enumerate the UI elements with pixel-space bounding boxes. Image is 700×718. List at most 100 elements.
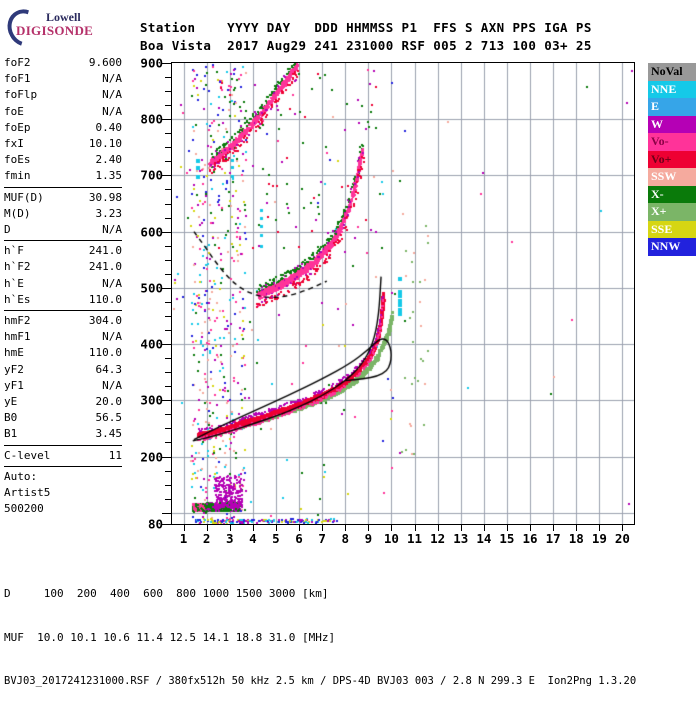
param-key: foFlp [4,88,38,102]
legend-item-nnw[interactable]: NNW [648,238,696,256]
param-value: N/A [102,223,122,237]
param-value: 241.0 [88,260,122,274]
y-tickmark [165,189,171,191]
y-tickmark [165,358,171,360]
y-tickmark [162,456,171,458]
logo-lowell-text: Lowell [46,10,81,24]
param-divider [4,444,122,446]
y-tickmark [165,414,171,416]
y-tickmark [165,470,171,472]
param-key: C-level [4,448,51,462]
param-key: MUF(D) [4,190,44,204]
param-key: yE [4,395,18,409]
param-value: 110.0 [88,292,122,306]
param-key: foE [4,104,24,118]
ionogram-plot[interactable] [171,62,635,525]
param-key: hmF1 [4,330,31,344]
param-value: 110.0 [88,346,122,360]
x-tick-label: 9 [364,531,373,546]
footer-info: D 100 200 400 600 800 1000 1500 3000 [km… [4,558,636,718]
x-tick-label: 1 [179,531,188,546]
x-tick-label: 11 [407,531,423,546]
x-tick-label: 12 [430,531,446,546]
param-key: foEs [4,153,31,167]
x-tickmark [460,525,462,531]
legend-item-ssw[interactable]: SSW [648,168,696,186]
y-tickmark [162,119,171,121]
y-tickmark [162,344,171,346]
legend-item-x-[interactable]: X- [648,185,696,203]
param-value: N/A [102,72,122,86]
parameter-panel: foF2 9.600 foF1 N/A foFlp N/A foE N/A foEp 0.40 fx… [4,55,122,517]
x-tick-label: 4 [249,531,257,546]
param-value: 2.40 [95,153,123,167]
legend-item-e[interactable]: E [648,98,696,116]
y-tickmark [162,400,171,402]
param-row: foEp 0.40 [4,120,122,136]
param-key: foF1 [4,72,31,86]
legend-item-sse[interactable]: SSE [648,220,696,238]
legend-item-vo-[interactable]: Vo+ [648,150,696,168]
x-tickmark [368,525,370,531]
x-tickmark [437,525,439,531]
legend-item-vo-[interactable]: Vo- [648,133,696,151]
param-key: yF1 [4,378,24,392]
x-tick-label: 20 [614,531,630,546]
param-row: M(D) 3.23 [4,206,122,222]
x-tickmark [252,525,254,531]
y-tick-label: 200 [140,449,163,465]
param-value: N/A [102,88,122,102]
y-tickmark [165,273,171,275]
param-row: hmE 110.0 [4,345,122,361]
param-key: fmin [4,169,31,183]
y-tick-label: 80 [147,516,163,532]
param-divider [4,240,122,242]
param-value: 3.45 [95,427,123,441]
y-tick-label: 900 [140,55,163,71]
legend-item-x-[interactable]: X+ [648,203,696,221]
legend-item-w[interactable]: W [648,115,696,133]
station-header-labels: Station YYYY DAY DDD HHMMSS P1 FFS S AXN… [140,20,592,35]
x-tick-label: 16 [522,531,538,546]
param-row: B0 56.5 [4,410,122,426]
param-value: 0.40 [95,120,123,134]
param-key: B0 [4,411,18,425]
param-value: 304.0 [88,314,122,328]
y-tickmark [165,372,171,374]
param-value: 241.0 [88,244,122,258]
x-tickmark [229,525,231,531]
legend-item-noval[interactable]: NoVal [648,63,696,81]
x-tickmark [391,525,393,531]
param-row: MUF(D) 30.98 [4,190,122,206]
y-tickmark [162,512,171,514]
x-tick-label: 5 [272,531,280,546]
x-tickmark [322,525,324,531]
y-tickmark [162,175,171,177]
param-key: fxI [4,137,24,151]
param-row: fmin 1.35 [4,168,122,184]
x-tickmark [414,525,416,531]
y-tickmark [165,77,171,79]
y-tick-label: 300 [140,392,163,408]
y-tickmark [165,484,171,486]
polarization-legend: NoVal NNE E W Vo- Vo+ SSW X- X+ SSE NNW [648,63,696,256]
lowell-digisonde-logo: Lowell DIGISONDE [1,3,102,53]
x-tickmark [576,525,578,531]
param-row: fxI 10.10 [4,136,122,152]
param-key: h`Es [4,292,31,306]
param-row: h`Es 110.0 [4,292,122,308]
y-tickmark [165,245,171,247]
legend-item-nne[interactable]: NNE [648,80,696,98]
y-tickmark [165,91,171,93]
x-tick-label: 2 [202,531,211,546]
y-tickmark [165,105,171,107]
ionogram-page: Lowell DIGISONDE Station YYYY DAY DDD HH… [1,3,696,687]
param-value: 64.3 [95,362,123,376]
y-tickmark [165,386,171,388]
x-tick-label: 18 [568,531,584,546]
y-tickmark [165,330,171,332]
station-header-values: Boa Vista 2017 Aug29 241 231000 RSF 005 … [140,38,592,53]
y-tickmark [162,524,171,525]
param-key: h`F2 [4,260,31,274]
param-row: h`F 241.0 [4,243,122,259]
